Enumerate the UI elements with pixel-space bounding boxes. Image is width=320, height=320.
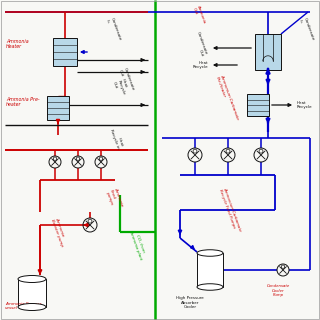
Text: Condensate
In: Condensate In [298, 17, 315, 43]
Text: Ammonia Pre-
heater: Ammonia Pre- heater [6, 97, 40, 108]
Ellipse shape [197, 250, 223, 256]
Text: High Pressure
Absorber
Cooler: High Pressure Absorber Cooler [176, 296, 204, 309]
Bar [197, 253, 223, 287]
Text: CO₂ from
Ammonia plant: CO₂ from Ammonia plant [129, 228, 148, 260]
Text: Heat
Recycle: Heat Recycle [297, 101, 313, 109]
Text: Ammonium Carbamate
Recycle Feed Pumps: Ammonium Carbamate Recycle Feed Pumps [218, 187, 242, 234]
Text: Ammonia
Heater: Ammonia Heater [6, 39, 28, 49]
Text: Ammonia
Feed
pumps: Ammonia Feed pumps [105, 187, 124, 210]
Ellipse shape [18, 303, 46, 310]
Text: Ammonium Carbamate
Pre-Heater: Ammonium Carbamate Pre-Heater [215, 74, 239, 122]
Bar [18, 279, 46, 307]
Text: Ammonia
Booster pump: Ammonia Booster pump [50, 217, 68, 247]
Text: Heat
Recycle
Out: Heat Recycle Out [112, 78, 130, 97]
Text: Heat
Recycle: Heat Recycle [192, 61, 208, 69]
Text: Condensate
Cooler
Pump: Condensate Cooler Pump [266, 284, 290, 297]
Text: Ammonia Process
vessel: Ammonia Process vessel [5, 302, 42, 310]
Text: Heat
Recycle in: Heat Recycle in [109, 127, 124, 149]
Bar [247, 94, 269, 116]
Text: Condensate
In: Condensate In [105, 17, 121, 43]
Ellipse shape [197, 284, 223, 290]
Text: Condensate
Out: Condensate Out [118, 67, 134, 93]
Text: Condensate
Out: Condensate Out [192, 31, 208, 57]
Ellipse shape [18, 276, 46, 283]
Bar [255, 34, 281, 70]
Text: Ammonia
Out: Ammonia Out [192, 5, 207, 26]
Bar [53, 38, 77, 66]
Bar [47, 96, 69, 120]
